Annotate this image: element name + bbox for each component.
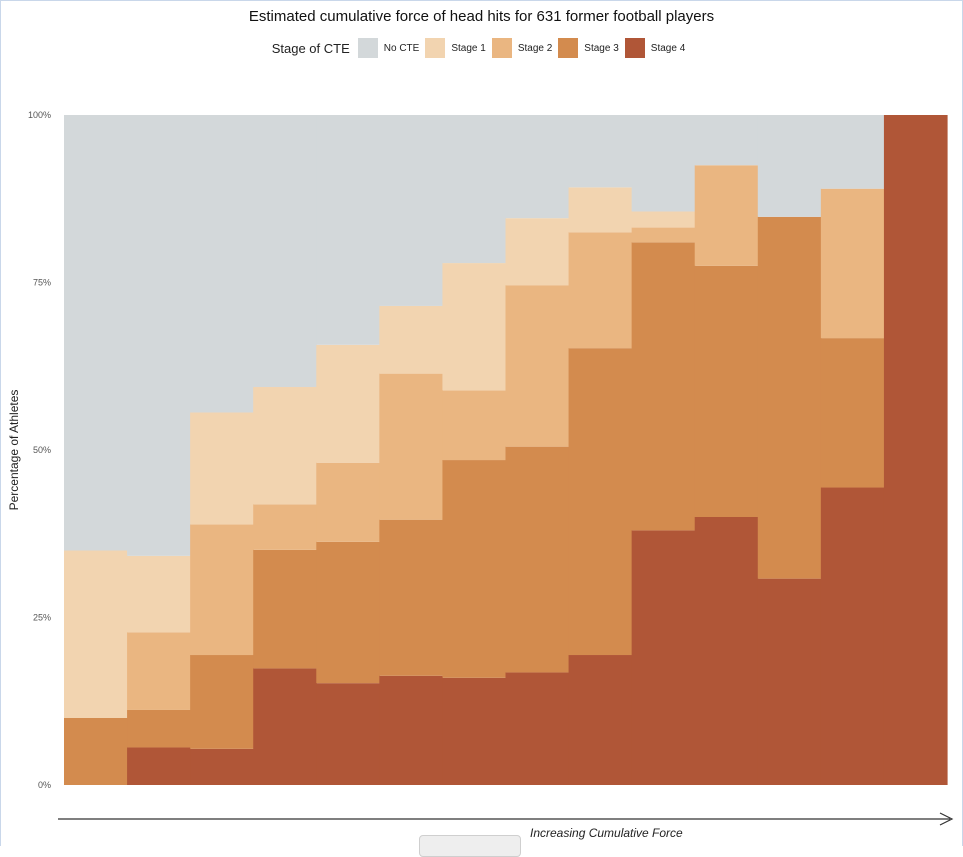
bar-stage-3-bin-4 <box>253 549 317 669</box>
bar-stage-4-bin-10 <box>631 530 696 785</box>
bar-stage-4-bin-3 <box>190 748 254 785</box>
bar-stage-1-bin-1 <box>64 550 128 718</box>
bar-stage-2-bin-7 <box>442 390 507 461</box>
bar-stage-3-bin-11 <box>694 265 759 517</box>
bar-stage-1-bin-4 <box>253 387 317 505</box>
legend-swatch-stage-4 <box>624 38 645 58</box>
legend-label-no-cte: No CTE <box>383 42 420 54</box>
bar-stage-1-bin-10 <box>631 211 696 228</box>
legend: Stage of CTE No CTE Stage 1 Stage 2 Stage 3… <box>0 38 963 58</box>
bar-no-cte-bin-10 <box>631 115 696 212</box>
bar-no-cte-bin-6 <box>379 115 444 306</box>
bar-stage-1-bin-8 <box>505 218 570 286</box>
bar-stage-4-bin-2 <box>127 747 191 785</box>
bar-no-cte-bin-8 <box>505 115 570 219</box>
bar-no-cte-bin-2 <box>127 115 191 556</box>
bar-no-cte-bin-9 <box>568 115 633 188</box>
bar-stage-2-bin-6 <box>379 373 444 520</box>
bar-no-cte-bin-7 <box>442 115 507 264</box>
bar-stage-3-bin-9 <box>568 348 633 656</box>
bar-no-cte-bin-1 <box>64 115 128 551</box>
x-axis-arrow-head-icon <box>939 812 954 826</box>
x-axis-label: Increasing Cumulative Force <box>530 826 683 840</box>
bar-no-cte-bin-12 <box>757 115 822 217</box>
bar-stage-4-bin-6 <box>379 675 444 785</box>
legend-label-stage-4: Stage 4 <box>650 42 686 54</box>
bar-stage-4-bin-11 <box>694 517 759 785</box>
y-tick-label: 100% <box>28 110 51 120</box>
bar-stage-1-bin-7 <box>442 263 507 391</box>
legend-label-stage-1: Stage 1 <box>451 42 486 54</box>
bar-stage-3-bin-7 <box>442 460 507 678</box>
legend-label-stage-3: Stage 3 <box>584 42 619 54</box>
bar-stage-2-bin-13 <box>820 188 885 339</box>
bar-stage-3-bin-13 <box>820 338 885 488</box>
legend-swatch-stage-2 <box>491 38 512 58</box>
bar-stage-4-bin-5 <box>316 683 380 785</box>
legend-swatch-stage-3 <box>558 38 579 58</box>
bar-stage-4-bin-12 <box>757 578 822 785</box>
legend-title: Stage of CTE <box>271 40 350 56</box>
bar-stage-2-bin-5 <box>316 462 380 542</box>
legend-item-no-cte: No CTE <box>357 38 420 58</box>
y-tick-label: 0% <box>38 780 51 790</box>
legend-swatch-no-cte <box>357 38 378 58</box>
bar-no-cte-bin-11 <box>694 115 759 166</box>
bar-stage-2-bin-3 <box>190 524 254 656</box>
bar-no-cte-bin-3 <box>190 115 254 413</box>
bar-stage-3-bin-1 <box>64 718 128 785</box>
bar-stage-1-bin-6 <box>379 305 444 374</box>
bar-stage-4-bin-13 <box>820 487 885 785</box>
bar-stage-3-bin-6 <box>379 519 444 676</box>
y-tick-label: 50% <box>33 445 51 455</box>
bar-stage-1-bin-2 <box>127 555 191 633</box>
legend-item-stage-2: Stage 2 <box>491 38 553 58</box>
bar-stage-3-bin-8 <box>505 446 570 673</box>
bar-stage-2-bin-10 <box>631 227 696 243</box>
bar-stage-3-bin-10 <box>631 242 696 531</box>
bar-stage-2-bin-4 <box>253 504 317 550</box>
bar-stage-3-bin-2 <box>127 709 191 748</box>
bar-no-cte-bin-4 <box>253 115 317 388</box>
bar-stage-1-bin-9 <box>568 187 633 233</box>
y-tick-label: 75% <box>33 278 51 288</box>
legend-item-stage-1: Stage 1 <box>425 38 486 58</box>
bar-stage-4-bin-7 <box>442 677 507 785</box>
bar-no-cte-bin-13 <box>820 115 885 189</box>
chart-title: Estimated cumulative force of head hits … <box>248 8 715 25</box>
legend-label-stage-2: Stage 2 <box>517 42 553 54</box>
bar-stage-4-bin-4 <box>253 668 317 785</box>
partial-button[interactable] <box>419 835 521 857</box>
bar-stage-2-bin-9 <box>568 232 633 349</box>
legend-item-stage-4: Stage 4 <box>624 38 686 58</box>
bar-stage-3-bin-12 <box>757 216 822 579</box>
bar-stage-4-bin-9 <box>568 655 633 785</box>
bar-stage-2-bin-8 <box>505 285 570 447</box>
bar-stage-2-bin-2 <box>127 632 191 710</box>
y-tick-label: 25% <box>33 613 51 623</box>
bar-no-cte-bin-5 <box>316 115 380 345</box>
bar-stage-2-bin-11 <box>694 165 759 266</box>
legend-item-stage-3: Stage 3 <box>558 38 619 58</box>
bar-stage-4-bin-14 <box>883 115 948 785</box>
bar-stage-1-bin-3 <box>190 412 254 525</box>
bar-stage-4-bin-8 <box>505 672 570 785</box>
bar-stage-3-bin-5 <box>316 541 380 684</box>
bar-stage-3-bin-3 <box>190 655 254 749</box>
y-axis-label: Percentage of Athletes <box>7 389 21 511</box>
legend-swatch-stage-1 <box>425 38 446 58</box>
bar-stage-1-bin-5 <box>316 344 380 463</box>
